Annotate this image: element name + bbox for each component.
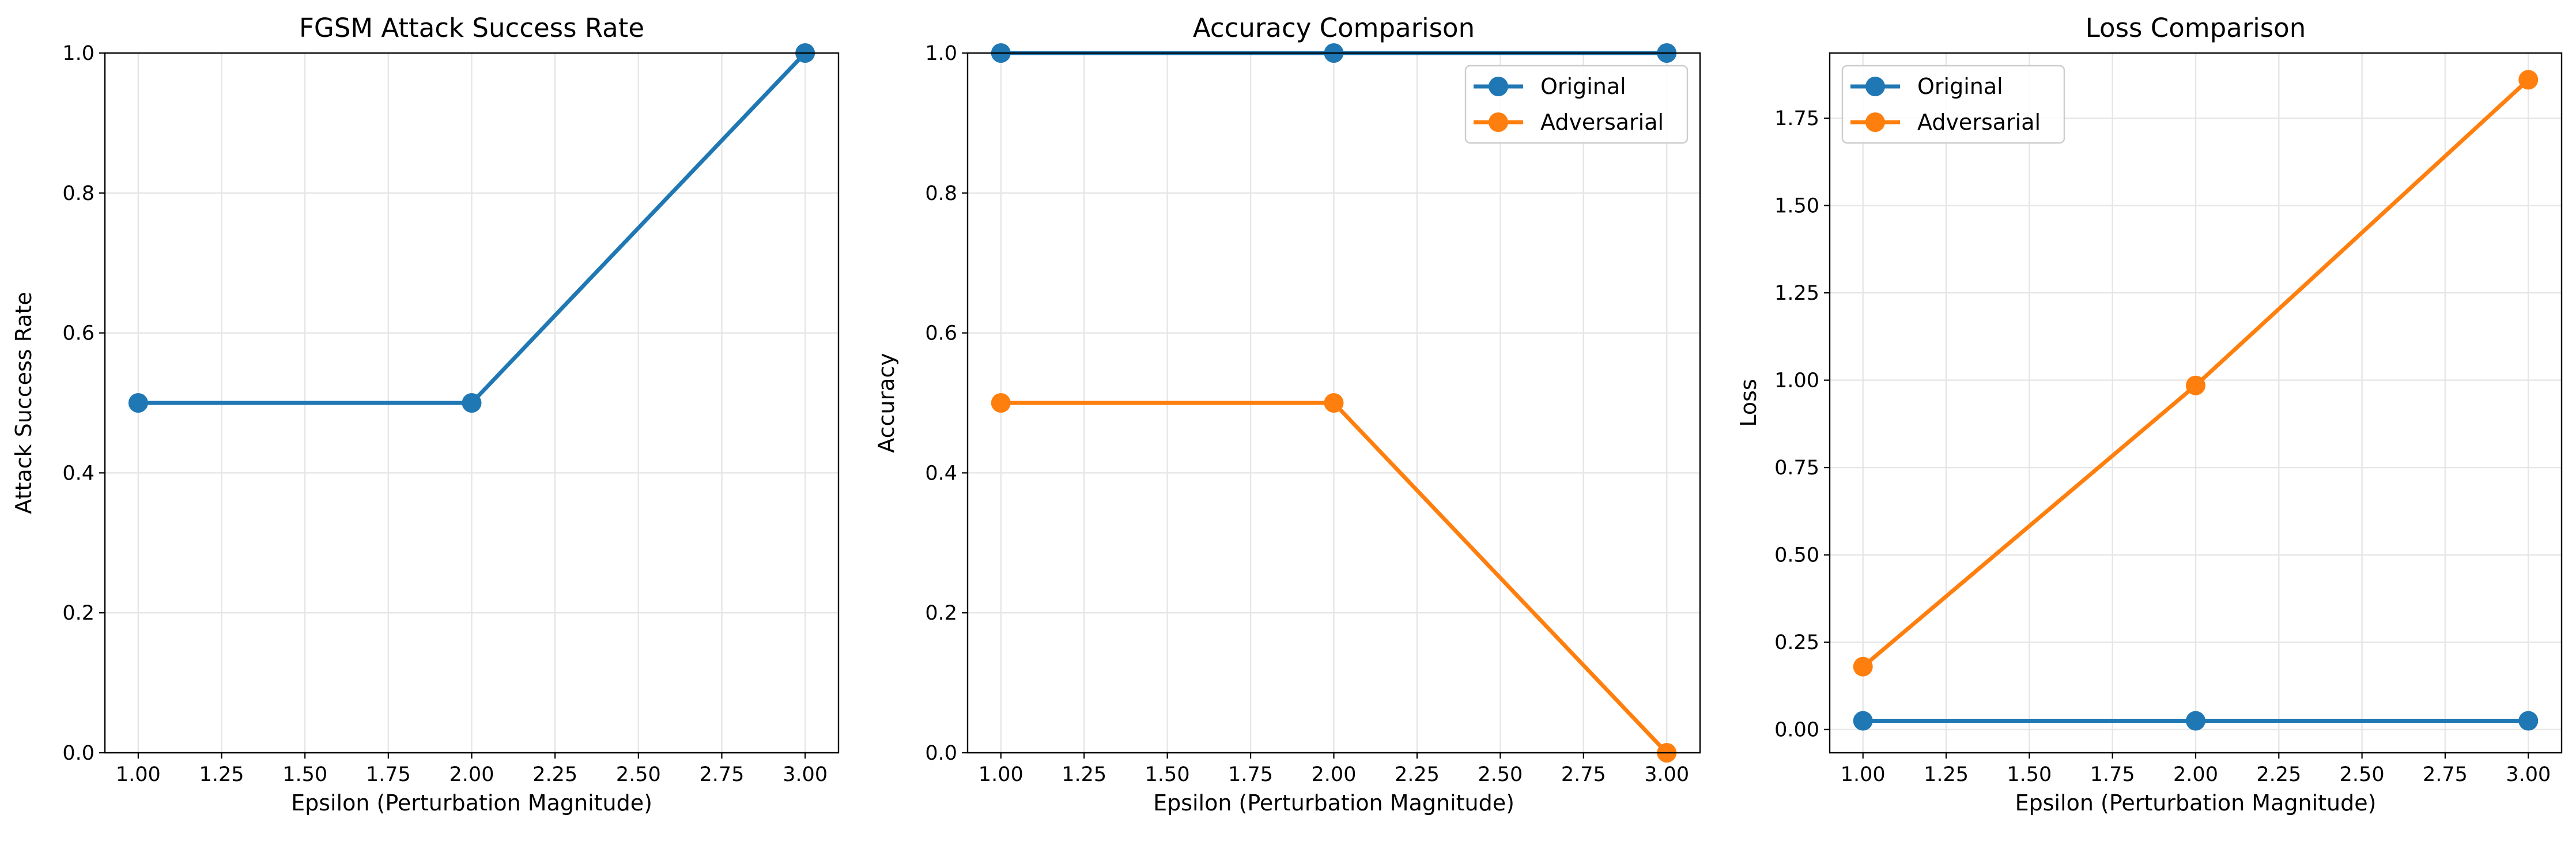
series-original xyxy=(1853,711,2539,731)
y-tick-label: 0.2 xyxy=(62,602,95,625)
legend-label: Original xyxy=(1540,74,1626,99)
y-axis-label: Attack Success Rate xyxy=(11,292,36,514)
grid-lines xyxy=(1830,53,2562,753)
legend-item-adversarial: Adversarial xyxy=(1850,110,2041,135)
legend-item-original: Original xyxy=(1850,74,2003,99)
x-tick-label: 2.75 xyxy=(700,763,745,786)
data-point xyxy=(991,393,1011,413)
x-tick-label: 3.00 xyxy=(2506,763,2551,786)
data-point xyxy=(1853,711,1873,731)
subplot-2: 1.00 1.25 1.50 1.75 2.00 2.25 2.50 2.75 3.00 0.0 0… xyxy=(874,13,1701,816)
x-tick-label: 2.25 xyxy=(1395,763,1440,786)
x-tick-label: 1.75 xyxy=(2090,763,2135,786)
y-tick-label: 1.00 xyxy=(1774,369,1819,393)
x-tick-label: 1.25 xyxy=(1062,763,1106,786)
x-tick-label: 2.00 xyxy=(2173,763,2218,786)
x-tick-label: 1.25 xyxy=(1924,763,1969,786)
x-tick-label: 3.00 xyxy=(1644,763,1689,786)
x-tick-label: 1.50 xyxy=(282,763,327,786)
y-axis-label: Accuracy xyxy=(874,353,899,453)
x-tick-label: 2.50 xyxy=(1478,763,1523,786)
legend-label: Adversarial xyxy=(1540,110,1664,135)
x-tick-label: 2.25 xyxy=(532,763,577,786)
axes-frame xyxy=(104,52,840,754)
x-tick-label: 2.00 xyxy=(450,763,494,786)
data-point xyxy=(2518,711,2539,731)
data-point xyxy=(2518,70,2539,90)
x-tick-label: 1.75 xyxy=(1228,763,1273,786)
legend-swatch-marker xyxy=(1865,112,1885,132)
x-axis-label: Epsilon (Perturbation Magnitude) xyxy=(1153,790,1514,816)
x-axis-label: Epsilon (Perturbation Magnitude) xyxy=(2015,790,2377,816)
x-tick-label: 1.00 xyxy=(979,763,1023,786)
y-tick-label: 0.25 xyxy=(1774,631,1819,654)
legend-swatch-marker xyxy=(1489,77,1508,96)
data-point xyxy=(128,393,148,413)
y-tick-label: 0.6 xyxy=(925,322,957,345)
subplot-3: 1.00 1.25 1.50 1.75 2.00 2.25 2.50 2.75 3.00 0.00… xyxy=(1736,13,2563,816)
data-point xyxy=(1324,393,1344,413)
subplot-1: 1.00 1.25 1.50 1.75 2.00 2.25 2.50 2.75 3.00 0.0 0… xyxy=(11,13,840,816)
y-tick-label: 1.25 xyxy=(1774,282,1819,305)
chart-title: Loss Comparison xyxy=(2086,13,2306,43)
x-tick-label: 1.75 xyxy=(366,763,411,786)
chart-title: FGSM Attack Success Rate xyxy=(299,13,644,43)
y-tick-label: 0.6 xyxy=(62,322,95,345)
legend-label: Original xyxy=(1917,74,2003,99)
chart-title: Accuracy Comparison xyxy=(1193,13,1475,43)
axes-frame xyxy=(966,52,1701,754)
x-tick-label: 2.00 xyxy=(1312,763,1357,786)
y-tick-label: 0.2 xyxy=(925,602,957,625)
data-point xyxy=(2186,711,2205,731)
x-tick-label: 3.00 xyxy=(783,763,828,786)
data-point xyxy=(2186,375,2205,395)
x-axis-label: Epsilon (Perturbation Magnitude) xyxy=(291,790,652,816)
legend-swatch-marker xyxy=(1865,77,1885,96)
y-tick-label: 0.8 xyxy=(62,182,95,205)
y-axis-label: Loss xyxy=(1736,379,1761,427)
y-tick-label: 0.8 xyxy=(925,182,957,205)
x-tick-label: 2.50 xyxy=(2340,763,2385,786)
axes-frame xyxy=(1829,52,2563,754)
legend-label: Adversarial xyxy=(1917,110,2041,135)
x-tick-label: 1.00 xyxy=(116,763,161,786)
y-tick-label: 1.0 xyxy=(62,42,95,65)
y-tick-label: 1.75 xyxy=(1774,107,1819,130)
y-tick-label: 1.50 xyxy=(1774,195,1819,218)
data-point xyxy=(1853,657,1873,677)
y-tick-label: 0.4 xyxy=(62,462,95,485)
series-adversarial xyxy=(1853,70,2539,677)
x-tick-label: 1.50 xyxy=(2007,763,2052,786)
y-tick-label: 1.0 xyxy=(925,42,957,65)
x-tick-label: 2.50 xyxy=(616,763,661,786)
x-tick-label: 2.75 xyxy=(2423,763,2468,786)
legend-item-original: Original xyxy=(1474,74,1626,99)
y-tick-label: 0.0 xyxy=(925,742,957,765)
y-tick-label: 0.00 xyxy=(1774,719,1819,742)
x-tick-label: 2.75 xyxy=(1561,763,1606,786)
legend-item-adversarial: Adversarial xyxy=(1474,110,1664,135)
y-tick-label: 0.75 xyxy=(1774,457,1819,480)
data-point xyxy=(462,393,482,413)
legend-swatch-marker xyxy=(1489,112,1508,132)
y-tick-label: 0.0 xyxy=(62,742,95,765)
x-tick-label: 1.25 xyxy=(199,763,244,786)
x-tick-label: 1.50 xyxy=(1145,763,1190,786)
legend: Original Adversarial xyxy=(1841,65,2065,144)
series-line-1 xyxy=(128,43,815,413)
y-tick-label: 0.4 xyxy=(925,462,957,485)
y-tick-label: 0.50 xyxy=(1774,544,1819,567)
x-tick-label: 1.00 xyxy=(1841,763,1886,786)
x-tick-label: 2.25 xyxy=(2256,763,2301,786)
legend: Original Adversarial xyxy=(1464,65,1689,144)
